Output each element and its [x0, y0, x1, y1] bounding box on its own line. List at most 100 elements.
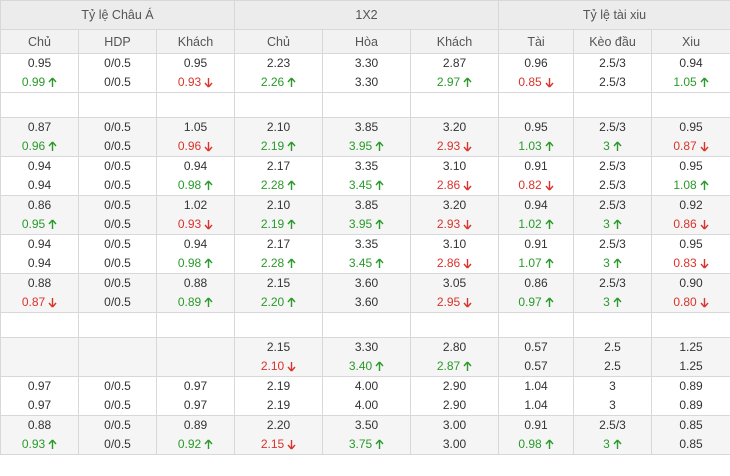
- empty-cell: [78, 312, 157, 338]
- odds-value: 0.95: [27, 56, 52, 70]
- odds-cell: 0.85: [651, 435, 730, 455]
- empty-cell: [410, 92, 499, 118]
- odds-value: 0.91: [524, 237, 548, 251]
- odds-cell: 2.20: [234, 293, 323, 313]
- odds-value: 2.90: [442, 379, 467, 393]
- odds-value: 0.89: [177, 295, 202, 309]
- odds-cell: 0.94: [0, 156, 79, 176]
- odds-value: 0/0.5: [104, 75, 131, 89]
- arrow-down-icon: [463, 141, 472, 152]
- arrow-up-icon: [204, 258, 213, 269]
- odds-cell: 0/0.5: [78, 254, 157, 274]
- arrow-down-icon: [463, 180, 472, 191]
- odds-value: 0.94: [27, 237, 52, 251]
- odds-value: 0.93: [177, 217, 202, 231]
- odds-cell: 0.95: [0, 53, 79, 73]
- col-1x2-draw: Hòa: [322, 29, 411, 54]
- odds-value: 0.93: [177, 75, 202, 89]
- odds-value: 2.20: [260, 295, 285, 309]
- odds-value: 0.89: [679, 398, 703, 412]
- arrow-up-icon: [48, 219, 57, 230]
- odds-cell: 3.60: [322, 293, 411, 313]
- odds-cell: 2.86: [410, 254, 499, 274]
- odds-cell: 3.30: [322, 73, 411, 93]
- odds-cell: 1.08: [651, 176, 730, 196]
- odds-value: 0.88: [27, 418, 52, 432]
- empty-cell: [234, 312, 323, 338]
- odds-value: 1.04: [524, 379, 548, 393]
- odds-value: 0.98: [177, 178, 202, 192]
- odds-value: 0.89: [679, 379, 703, 393]
- odds-cell: 2.19: [234, 376, 323, 396]
- odds-cell: 2.97: [410, 73, 499, 93]
- odds-value: 0/0.5: [104, 398, 131, 412]
- odds-cell: 2.93: [410, 137, 499, 157]
- odds-value: 3.60: [354, 295, 379, 309]
- odds-row-live: 2.10 3.40 2.87 0.57 2.5 1.25: [0, 357, 730, 377]
- odds-value: 0.87: [21, 295, 46, 309]
- odds-cell: 0.88: [0, 415, 79, 435]
- odds-value: 1.25: [679, 340, 703, 354]
- arrow-up-icon: [375, 141, 384, 152]
- odds-cell: 2.87: [410, 53, 499, 73]
- arrow-down-icon: [700, 141, 709, 152]
- odds-value: 0.95: [21, 217, 46, 231]
- arrow-down-icon: [700, 219, 709, 230]
- odds-value: 0/0.5: [104, 437, 131, 451]
- odds-cell: 2.5/3: [573, 156, 652, 176]
- arrow-up-icon: [375, 439, 384, 450]
- odds-value: 3.35: [354, 237, 379, 251]
- odds-cell: 0.92: [651, 195, 730, 215]
- odds-value: 0.97: [183, 398, 208, 412]
- odds-row-opening: 0.87 0/0.5 1.05 2.10 3.85 3.20 0.95 2.5/3 0.95: [0, 117, 730, 137]
- odds-cell: 0.93: [156, 73, 235, 93]
- empty-cell: [0, 92, 79, 118]
- arrow-up-icon: [287, 297, 296, 308]
- odds-cell: [0, 357, 79, 377]
- odds-cell: 2.86: [410, 176, 499, 196]
- odds-cell: 0/0.5: [78, 234, 157, 254]
- odds-value: 0.95: [679, 237, 703, 251]
- odds-value: 0/0.5: [104, 217, 131, 231]
- odds-cell: 0/0.5: [78, 435, 157, 455]
- odds-value: 3: [609, 398, 616, 412]
- arrow-down-icon: [204, 141, 213, 152]
- odds-value: 0/0.5: [104, 418, 131, 432]
- arrow-up-icon: [204, 297, 213, 308]
- empty-cell: [322, 312, 411, 338]
- odds-cell: 0.93: [0, 435, 79, 455]
- odds-row-live: 0.87 0/0.5 0.89 2.20 3.60 2.95 0.97 3 0.80: [0, 293, 730, 313]
- odds-cell: 0.98: [156, 176, 235, 196]
- odds-cell: 2.10: [234, 357, 323, 377]
- odds-cell: 1.05: [651, 73, 730, 93]
- odds-value: 0.89: [183, 418, 208, 432]
- odds-value: 3.75: [348, 437, 373, 451]
- odds-cell: 0.86: [498, 273, 574, 293]
- odds-value: 0.85: [679, 418, 703, 432]
- odds-cell: 0.97: [0, 396, 79, 416]
- odds-value: 0.91: [524, 418, 548, 432]
- odds-value: 2.5/3: [599, 159, 626, 173]
- odds-cell: 3.50: [322, 415, 411, 435]
- odds-cell: 2.5/3: [573, 73, 652, 93]
- odds-cell: 2.17: [234, 156, 323, 176]
- odds-value: 3: [609, 379, 616, 393]
- odds-cell: 0.57: [498, 357, 574, 377]
- odds-value: 0.94: [524, 198, 548, 212]
- odds-value: 2.87: [442, 56, 467, 70]
- arrow-up-icon: [545, 258, 554, 269]
- odds-cell: 0/0.5: [78, 415, 157, 435]
- odds-cell: 0.91: [498, 156, 574, 176]
- odds-value: 2.26: [260, 75, 285, 89]
- empty-cell: [156, 312, 235, 338]
- empty-cell: [651, 312, 730, 338]
- odds-row-live: 0.97 0/0.5 0.97 2.19 4.00 2.90 1.04 3 0.89: [0, 396, 730, 416]
- odds-cell: 0.86: [0, 195, 79, 215]
- odds-value: 4.00: [354, 379, 379, 393]
- odds-cell: 1.25: [651, 337, 730, 357]
- arrow-up-icon: [48, 141, 57, 152]
- odds-cell: 2.10: [234, 117, 323, 137]
- odds-cell: 2.95: [410, 293, 499, 313]
- odds-cell: 0.91: [498, 415, 574, 435]
- odds-value: 1.02: [183, 198, 208, 212]
